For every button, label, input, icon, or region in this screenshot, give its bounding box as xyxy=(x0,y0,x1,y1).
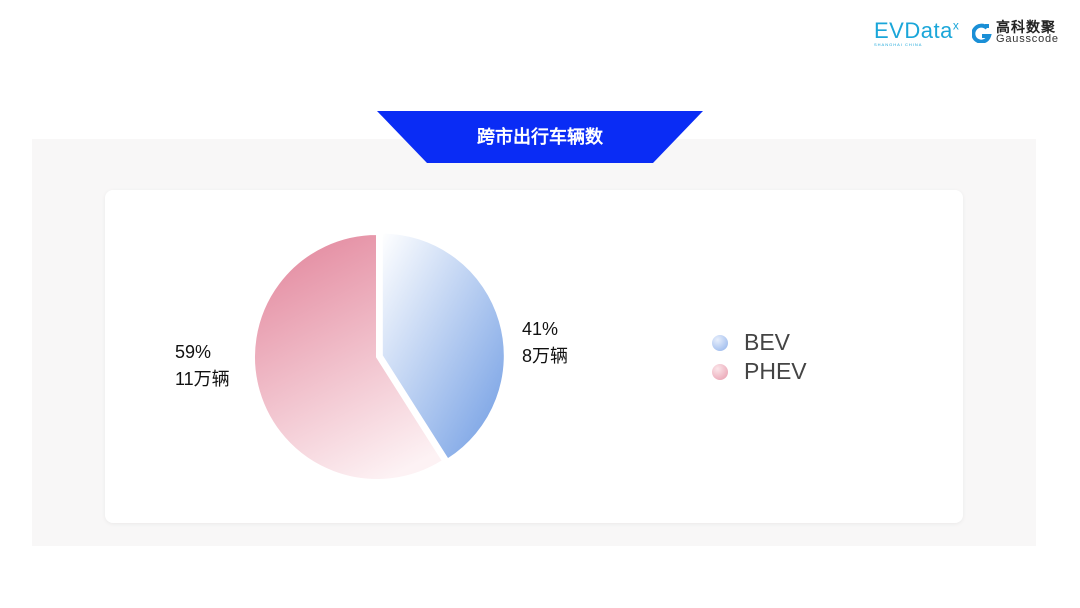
chart-title: 跨市出行车辆数 xyxy=(477,127,603,147)
pie-slice-phev xyxy=(253,232,445,481)
bev-data-label: 41% 8万辆 xyxy=(522,316,568,370)
gausscode-logo: 高科数聚 Gausscode xyxy=(972,20,1059,45)
bev-count: 8万辆 xyxy=(522,346,569,366)
bev-pct: 41% xyxy=(522,319,559,339)
phev-count: 11万辆 xyxy=(175,369,230,389)
phev-data-label: 59% 11万辆 xyxy=(175,339,230,393)
pie-slice-bev xyxy=(380,231,506,461)
legend: BEV PHEV xyxy=(712,328,807,386)
gausscode-mark-icon xyxy=(972,23,992,43)
legend-item-phev: PHEV xyxy=(712,357,807,386)
gausscode-en: Gausscode xyxy=(996,33,1059,45)
phev-pct: 59% xyxy=(175,342,212,362)
legend-item-bev: BEV xyxy=(712,328,807,357)
phev-legend-dot-icon xyxy=(712,363,728,380)
chart-card xyxy=(105,190,963,523)
bev-legend-dot-icon xyxy=(712,334,728,351)
legend-label-phev: PHEV xyxy=(744,358,807,384)
title-banner xyxy=(377,111,703,163)
gausscode-cn: 高科数聚 xyxy=(996,19,1056,35)
evdata-logo: EVDatax SHANGHAI CHINA xyxy=(874,18,960,47)
legend-label-bev: BEV xyxy=(744,329,791,355)
